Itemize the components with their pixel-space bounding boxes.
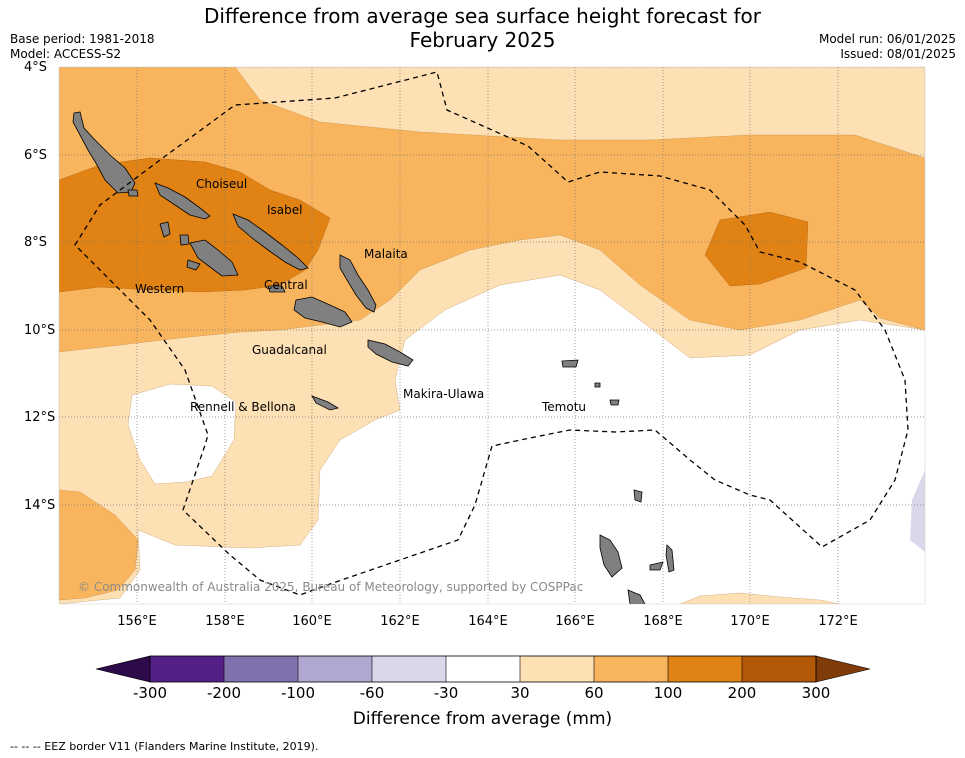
colorbar-arrow-right [815, 655, 871, 683]
place-central: Central [264, 278, 308, 292]
island-santa-cruz [561, 359, 579, 368]
lon-label-160e: 160°E [292, 614, 332, 629]
lat-label-10s: 10°S [24, 323, 56, 338]
meta-right: Model run: 06/01/2025 Issued: 08/01/2025 [819, 32, 956, 62]
colorbar-label-4: -30 [433, 684, 459, 702]
contour-negative-east [910, 470, 925, 552]
eez-legend: -- -- -- EEZ border V11 (Flanders Marine… [10, 740, 319, 753]
colorbar-arrow-left [95, 655, 151, 683]
island-rendova [186, 259, 201, 271]
place-rennell-bellona: Rennell & Bellona [190, 400, 297, 414]
place-western: Western [135, 282, 185, 296]
colorbar-seg-6 [594, 656, 668, 682]
lon-label-166e: 166°E [555, 614, 595, 629]
lon-label-162e: 162°E [380, 614, 420, 629]
issued-date: Issued: 08/01/2025 [840, 47, 956, 61]
lon-label-156e: 156°E [117, 614, 157, 629]
lat-label-6s: 6°S [24, 148, 48, 163]
colorbar-label-8: 200 [727, 684, 757, 702]
map-area [59, 67, 925, 604]
colorbar-label-7: 100 [653, 684, 683, 702]
base-period: Base period: 1981-2018 [10, 32, 155, 46]
colorbar-seg-2 [298, 656, 372, 682]
model-run: Model run: 06/01/2025 [818, 32, 956, 46]
island-shortland [127, 189, 139, 197]
island-pentecost [665, 544, 675, 573]
island-santa-isabel [232, 213, 309, 271]
islands [72, 111, 675, 604]
title-line-2: February 2025 [409, 28, 556, 52]
lon-label-170e: 170°E [730, 614, 770, 629]
island-kolombangara [179, 234, 190, 246]
colorbar-label-6: 60 [584, 684, 604, 702]
lon-label-164e: 164°E [468, 614, 508, 629]
lat-label-12s: 12°S [24, 410, 56, 425]
colorbar-seg-4 [446, 656, 520, 682]
island-new-georgia [189, 239, 239, 277]
eez-border [74, 71, 909, 596]
place-guadalcanal: Guadalcanal [252, 343, 327, 357]
colorbar-label-2: -100 [280, 684, 316, 702]
island-choiseul [154, 182, 211, 220]
island-torres [633, 489, 643, 503]
colorbar-seg-3 [372, 656, 446, 682]
place-makira-ulawa: Makira-Ulawa [403, 387, 485, 401]
colorbar-label-5: 30 [510, 684, 530, 702]
colorbar-seg-1 [224, 656, 298, 682]
island-malekula [627, 589, 646, 604]
island-vella-lavella [159, 221, 171, 238]
place-isabel: Isabel [267, 203, 303, 217]
colorbar-seg-7 [668, 656, 742, 682]
contour-white-west [127, 383, 237, 485]
lat-label-8s: 8°S [24, 235, 48, 250]
colorbar-seg-5 [520, 656, 594, 682]
colorbar-label-1: -200 [206, 684, 242, 702]
island-guadalcanal [293, 296, 353, 328]
island-malaita [339, 254, 377, 313]
lon-label-158e: 158°E [205, 614, 245, 629]
island-utupua [594, 382, 601, 388]
place-temotu: Temotu [542, 400, 587, 414]
island-vanikoro [609, 399, 620, 406]
colorbar-title: Difference from average (mm) [352, 709, 613, 729]
colorbar-label-9: 300 [801, 684, 831, 702]
contour-100-200-east [704, 211, 809, 287]
map-title: Difference from average sea surface heig… [0, 4, 965, 52]
island-makira [367, 339, 414, 367]
colorbar-label-0: -300 [132, 684, 168, 702]
title-line-1: Difference from average sea surface heig… [203, 4, 762, 28]
model-name: Model: ACCESS-S2 [10, 47, 122, 61]
colorbar-seg-0 [150, 656, 224, 682]
place-malaita: Malaita [364, 247, 408, 261]
colorbar-label-3: -60 [359, 684, 385, 702]
island-florida [267, 285, 286, 293]
copyright-notice: © Commonwealth of Australia 2025, Bureau… [78, 580, 584, 594]
lon-label-172e: 172°E [818, 614, 858, 629]
island-espiritu-santo [599, 534, 623, 578]
contour-30-60-south [679, 592, 841, 604]
meta-left: Base period: 1981-2018 Model: ACCESS-S2 [10, 32, 155, 62]
contour-60-100-southwest [59, 489, 139, 601]
place-choiseul: Choiseul [196, 177, 248, 191]
lat-label-14s: 14°S [24, 498, 56, 513]
colorbar [95, 655, 871, 683]
map-frame [58, 66, 926, 605]
colorbar-frame [149, 655, 817, 683]
island-ambae [649, 561, 664, 571]
colorbar-seg-8 [742, 656, 816, 682]
lat-label-4s: 4°S [24, 60, 48, 75]
island-rennell [311, 395, 340, 411]
lon-label-168e: 168°E [643, 614, 683, 629]
colorbar-dividers [223, 656, 743, 682]
